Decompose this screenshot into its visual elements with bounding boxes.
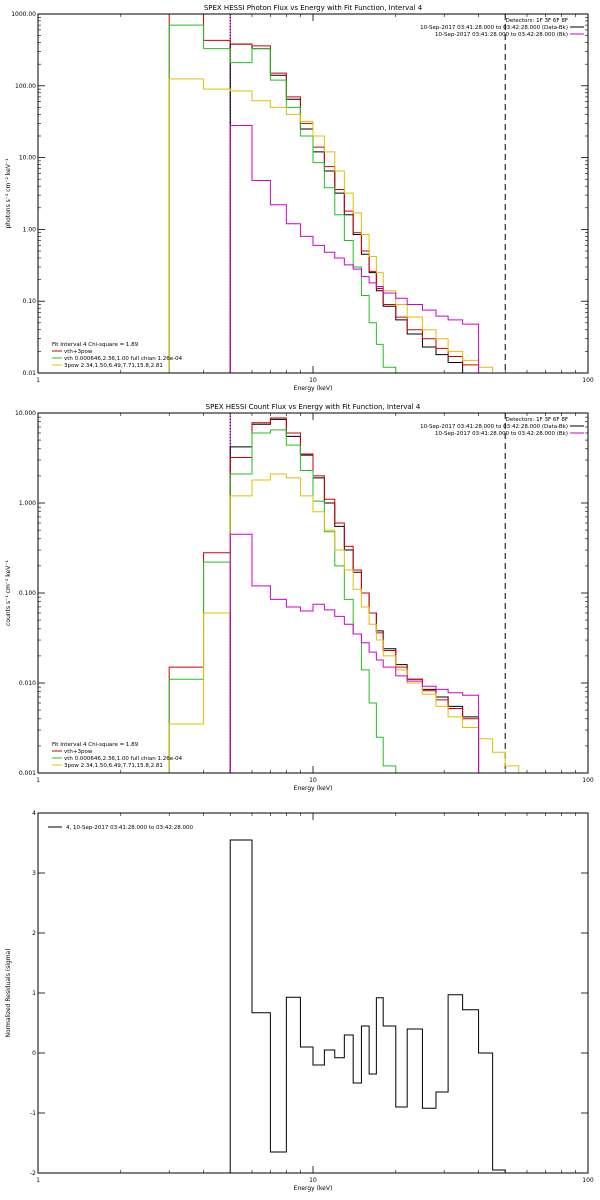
series-line-2 [168, 417, 480, 773]
x-tick-label: 10 [309, 777, 317, 784]
legend-top-right-text: Detectors: 1F 3F 6F 8F [506, 417, 568, 423]
legend-bottom-left-text: vth+3pow [64, 749, 93, 755]
series-line-4 [168, 78, 494, 373]
chart-title: SPEX HESSI Photon Flux vs Energy with Fi… [204, 4, 423, 12]
series-line-2 [168, 14, 480, 373]
y-tick-label: 100.00 [15, 83, 36, 90]
x-minor-ticks [120, 413, 576, 773]
x-tick-label: 10 [309, 377, 317, 384]
x-tick-label: 1 [36, 777, 40, 784]
legend-top-right-text: 10-Sep-2017 03:41:28.000 to 03:42:28.000… [420, 25, 568, 31]
chart-panel-2: 1 10 100 0.001 0.010 0.100 1.000 10.000 SPEX HES… [5, 403, 594, 792]
x-axis-label: Energy (keV) [294, 385, 333, 392]
y-tick-label: 1 [32, 990, 36, 997]
y-axis-label: Normalized Residuals (sigma) [5, 948, 12, 1037]
legend-top-right-text: 10-Sep-2017 03:41:28.000 to 03:42:28.000… [435, 431, 568, 437]
y-tick-label: 0.100 [19, 590, 36, 597]
series-line-1 [229, 418, 480, 773]
y-tick-label: 1.00 [23, 226, 37, 233]
x-axis-label: Energy (keV) [294, 785, 333, 792]
chart-panel-1: 1 10 100 0.01 0.10 1.00 10.00 100.00 1000.00 SPEX… [5, 4, 594, 392]
x-tick-label: 100 [582, 377, 594, 384]
y-tick-label: -2 [30, 1170, 36, 1177]
x-tick-label: 100 [582, 777, 594, 784]
legend-top-right-text: 10-Sep-2017 03:41:28.000 to 03:42:28.000… [420, 424, 568, 430]
plot-frame [37, 412, 589, 774]
y-tick-label: 0.001 [19, 770, 36, 777]
legend-bottom-left-text: Fit Interval 4 Chi-square = 1.89 [52, 742, 139, 748]
legend-bottom-left-text: 3pow 2.34,1.50,6.49,7.71,15.8,2.81 [64, 363, 163, 369]
legend-top-left-text: 4, 10-Sep-2017 03:41:28.000 to 03:42:28.… [66, 825, 193, 831]
series-line-1 [229, 43, 464, 373]
y-tick-label: 1000.00 [11, 11, 36, 18]
y-tick-label: 10.000 [15, 410, 36, 417]
x-axis-label: Energy (keV) [294, 1185, 333, 1192]
x-tick-label: 100 [582, 1177, 594, 1184]
y-tick-label: 10.00 [19, 155, 36, 162]
legend-bottom-left-text: vth 0.000646,2.36,1.00 full chian 1.26e-… [64, 756, 183, 762]
x-tick-label: 1 [36, 1177, 40, 1184]
plot-frame [37, 812, 589, 1174]
y-tick-label: 0 [32, 1050, 36, 1057]
series-line-5 [229, 124, 480, 373]
y-tick-label: 0.01 [23, 370, 37, 377]
y-tick-label: 2 [32, 930, 36, 937]
plot-frame [37, 13, 589, 374]
y-tick-label: 0.010 [19, 680, 36, 687]
legend-bottom-left-text: Fit Interval 4 Chi-square = 1.89 [52, 342, 139, 348]
y-tick-label: 1.000 [19, 500, 36, 507]
chart-title: SPEX HESSI Count Flux vs Energy with Fit… [206, 403, 421, 411]
x-tick-label: 10 [309, 1177, 317, 1184]
y-tick-label: 3 [32, 870, 36, 877]
series-group [168, 14, 494, 373]
series-line-1 [229, 839, 506, 1173]
series-line-5 [229, 533, 480, 773]
legend-bottom-left-text: 3pow 2.34,1.50,6.49,7.71,15.8,2.81 [64, 763, 163, 769]
x-minor-ticks [120, 813, 576, 1173]
series-group [168, 417, 532, 773]
chart-panel-3: 1 10 100 -2 -1 0 1 2 3 4 Energy (keV) Normalized Re… [5, 810, 594, 1192]
y-tick-label: 0.10 [23, 298, 37, 305]
legend-top-right-text: 10-Sep-2017 03:41:28.000 to 03:42:28.000… [435, 32, 568, 38]
legend-bottom-left-text: vth 0.000646,2.36,1.00 full chian 1.26e-… [64, 356, 183, 362]
y-tick-label: -1 [30, 1110, 36, 1117]
y-axis-label: counts s⁻¹ cm⁻² keV⁻¹ [5, 560, 12, 626]
legend-top-right-text: Detectors: 1F 3F 6F 8F [506, 18, 568, 24]
legend-bottom-left-text: vth+3pow [64, 349, 93, 355]
series-group [229, 839, 506, 1173]
y-tick-label: 4 [32, 810, 36, 817]
x-tick-label: 1 [36, 377, 40, 384]
series-line-3 [168, 24, 397, 373]
series-line-4 [168, 473, 532, 773]
y-axis-label: photons s⁻¹ cm⁻² keV⁻¹ [5, 158, 12, 229]
